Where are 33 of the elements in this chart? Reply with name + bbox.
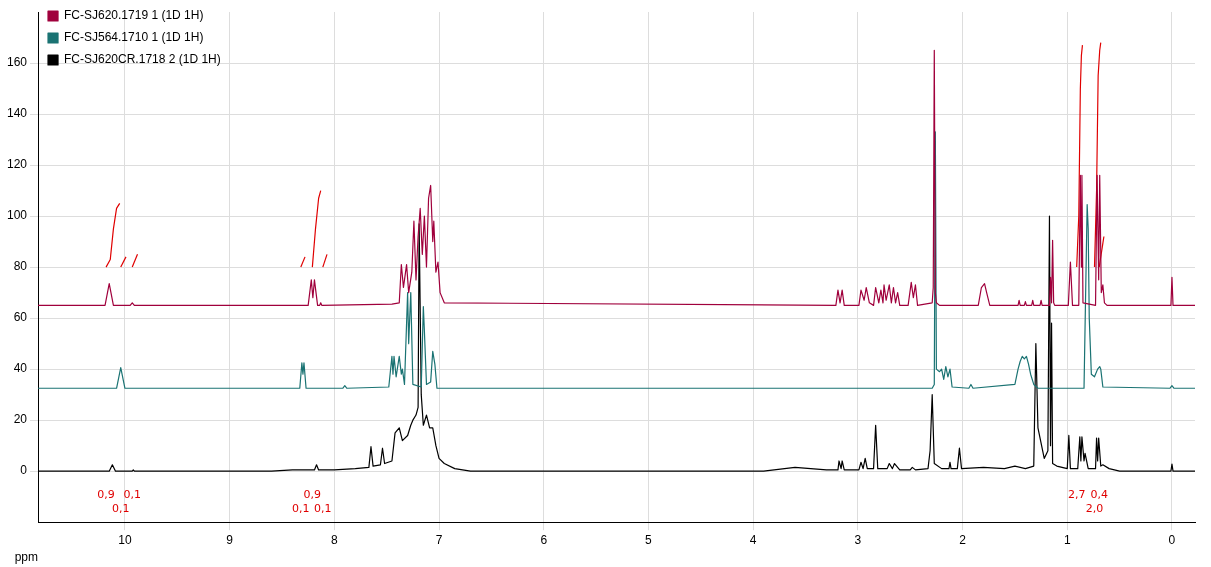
x-tick-label: 3	[854, 532, 862, 547]
annotation: 0,4	[1090, 488, 1108, 502]
x-tick-label: 2	[959, 532, 967, 547]
legend-label: FC-SJ620CR.1718 2 (1D 1H)	[64, 52, 221, 67]
x-tick-label: 7	[435, 532, 443, 547]
y-tick-label: 60	[13, 310, 28, 325]
x-tick-label: 5	[645, 532, 653, 547]
annotation: 0,1	[292, 502, 310, 516]
annotation: 0,9	[303, 488, 322, 502]
x-tick-label: 4	[749, 532, 757, 547]
annotation: 0,1	[111, 502, 130, 516]
y-tick-label: 160	[6, 55, 28, 70]
annotation: 0,1	[123, 488, 142, 502]
x-tick-label: 6	[540, 532, 548, 547]
legend-label: FC-SJ564.1710 1 (1D 1H)	[64, 30, 204, 45]
annotation: 2,0	[1085, 502, 1104, 516]
annotation: 2,7	[1067, 488, 1086, 502]
legend-label: FC-SJ620.1719 1 (1D 1H)	[64, 8, 204, 23]
y-tick-label: 120	[6, 157, 28, 172]
y-tick-label: 100	[6, 208, 28, 223]
annotation: 0,1	[314, 502, 332, 516]
y-tick-label: 20	[13, 412, 28, 427]
y-tick-label: 80	[13, 259, 28, 274]
x-tick-label: 8	[330, 532, 338, 547]
y-tick-label: 40	[13, 361, 28, 376]
x-tick-label: 9	[226, 532, 234, 547]
x-tick-label: 1	[1063, 532, 1071, 547]
x-tick-label: 0	[1168, 532, 1176, 547]
y-tick-label: 0	[20, 463, 28, 478]
y-tick-label: 140	[6, 106, 28, 121]
x-tick-label: 10	[118, 532, 132, 547]
annotation: 0,9	[97, 488, 115, 502]
x-axis-title: ppm	[14, 550, 39, 565]
